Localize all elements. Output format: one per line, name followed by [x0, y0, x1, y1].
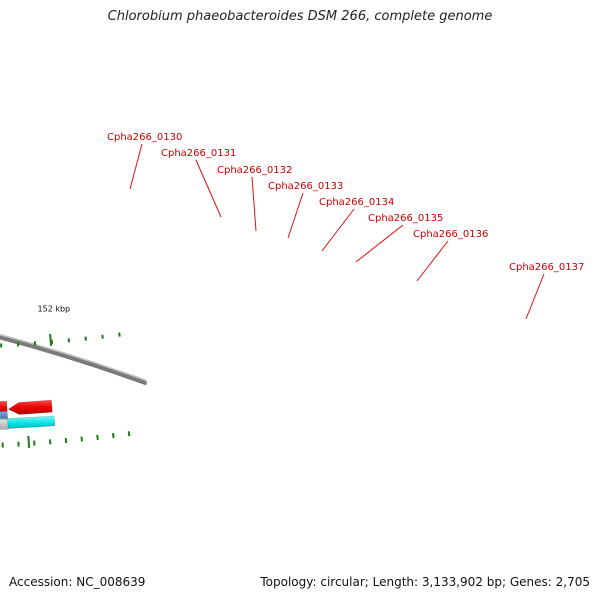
outer-major-mark	[27, 435, 31, 449]
gene-block-0130-blue	[0, 410, 8, 419]
scale-minor-tick	[118, 332, 121, 337]
gene-leader-line	[321, 208, 355, 252]
outer-dot-mark	[111, 433, 115, 439]
outer-dot-mark	[127, 431, 131, 437]
gene-leader-line	[251, 176, 257, 232]
gene-leader-line	[525, 273, 545, 320]
gene-label: Cpha266_0137	[509, 262, 584, 273]
gene-label: Cpha266_0131	[161, 148, 236, 159]
gene-label: Cpha266_0132	[217, 165, 292, 176]
cds-arrow-0130	[0, 400, 8, 412]
gene-block-0130-gray	[0, 418, 9, 430]
gene-label: Cpha266_0134	[319, 197, 394, 208]
gene-label: Cpha266_0130	[107, 132, 182, 143]
gene-leader-line	[416, 240, 449, 282]
gene-leader-line	[287, 192, 304, 239]
gene-label: Cpha266_0136	[413, 229, 488, 240]
scale-major-tick	[49, 333, 53, 347]
gene-leader-line	[129, 143, 143, 190]
outer-dot-mark	[96, 434, 99, 441]
gene-leader-line	[355, 224, 404, 263]
cds-arrow-0129	[7, 399, 53, 415]
genome-summary-label: Topology: circular; Length: 3,133,902 bp…	[260, 575, 590, 589]
map-title: Chlorobium phaeobacteroides DSM 266, com…	[107, 9, 493, 24]
gene-label: Cpha266_0133	[268, 181, 343, 192]
accession-label: Accession: NC_008639	[9, 575, 146, 589]
scale-label: 152 kbp	[38, 305, 71, 314]
gene-leader-line	[195, 159, 222, 218]
backbone-outer	[0, 335, 148, 386]
gene-label: Cpha266_0135	[368, 213, 443, 224]
backbone-inner	[0, 333, 147, 382]
rna-feature-left	[0, 415, 56, 430]
